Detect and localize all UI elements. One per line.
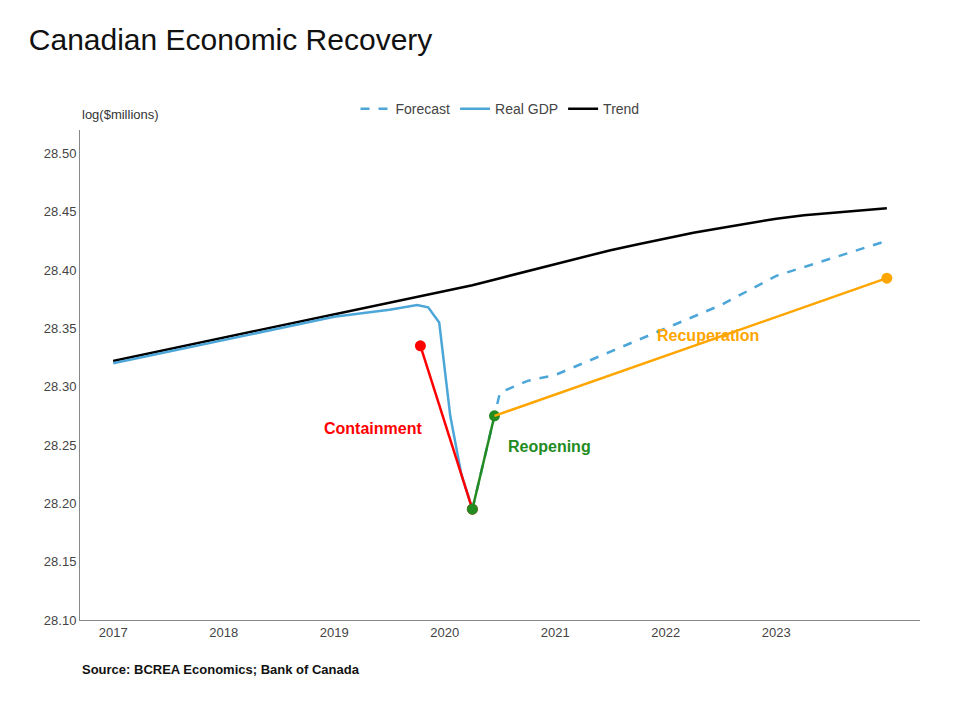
svg-text:28.45: 28.45 bbox=[44, 204, 77, 219]
svg-text:28.10: 28.10 bbox=[44, 613, 77, 628]
svg-text:Forecast: Forecast bbox=[396, 101, 451, 117]
svg-text:28.50: 28.50 bbox=[44, 146, 77, 161]
svg-text:28.15: 28.15 bbox=[44, 554, 77, 569]
svg-text:28.40: 28.40 bbox=[44, 263, 77, 278]
svg-text:28.30: 28.30 bbox=[44, 379, 77, 394]
svg-text:2017: 2017 bbox=[99, 625, 128, 640]
svg-text:2021: 2021 bbox=[541, 625, 570, 640]
svg-text:2020: 2020 bbox=[430, 625, 459, 640]
svg-text:2023: 2023 bbox=[762, 625, 791, 640]
svg-text:28.20: 28.20 bbox=[44, 496, 77, 511]
svg-text:Real GDP: Real GDP bbox=[495, 101, 558, 117]
svg-text:2018: 2018 bbox=[209, 625, 238, 640]
svg-text:28.35: 28.35 bbox=[44, 321, 77, 336]
svg-text:log($millions): log($millions) bbox=[82, 107, 159, 122]
svg-text:Source: BCREA Economics; Bank: Source: BCREA Economics; Bank of Canada bbox=[82, 662, 360, 677]
svg-text:Recuperation: Recuperation bbox=[657, 327, 759, 344]
svg-text:2022: 2022 bbox=[651, 625, 680, 640]
svg-text:Canadian Economic Recovery: Canadian Economic Recovery bbox=[29, 23, 433, 56]
svg-text:2019: 2019 bbox=[320, 625, 349, 640]
svg-text:Reopening: Reopening bbox=[508, 438, 591, 455]
svg-text:Trend: Trend bbox=[603, 101, 639, 117]
svg-text:28.25: 28.25 bbox=[44, 438, 77, 453]
svg-text:Containment: Containment bbox=[324, 420, 422, 437]
